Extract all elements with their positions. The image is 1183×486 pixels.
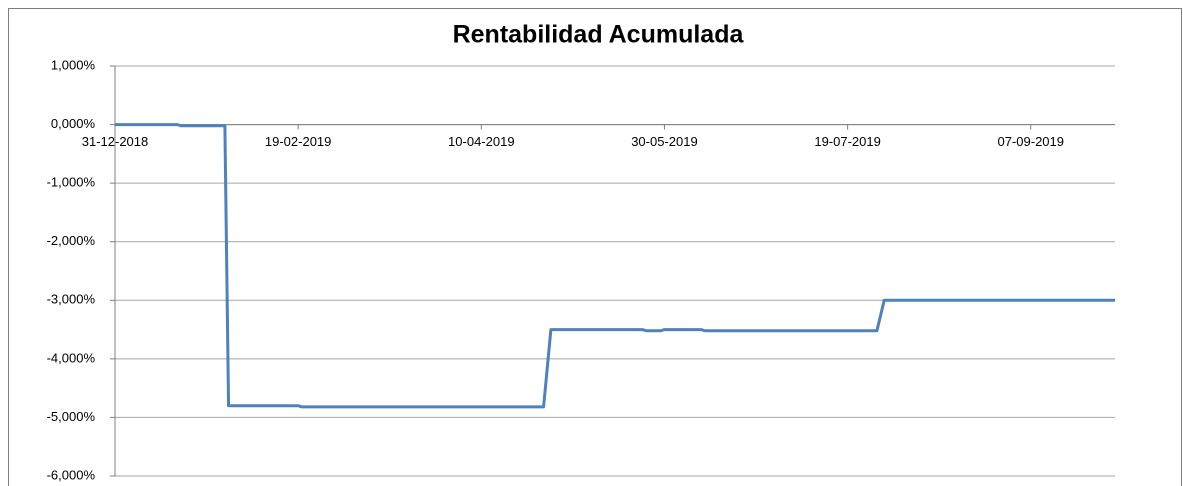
y-tick-label: -1,000% xyxy=(47,175,96,190)
chart-frame xyxy=(8,8,1182,486)
x-tick-label: 19-02-2019 xyxy=(265,134,332,149)
y-tick-label: -6,000% xyxy=(47,467,96,482)
x-tick-label: 10-04-2019 xyxy=(448,134,515,149)
x-tick-label: 19-07-2019 xyxy=(814,134,881,149)
x-tick-label: 31-12-2018 xyxy=(82,134,149,149)
y-tick-label: 1,000% xyxy=(51,57,96,72)
y-tick-label: -5,000% xyxy=(47,409,96,424)
y-tick-label: 0,000% xyxy=(51,116,96,131)
y-tick-label: -2,000% xyxy=(47,233,96,248)
x-tick-label: 07-09-2019 xyxy=(998,134,1065,149)
data-line xyxy=(115,123,1115,409)
chart-title: Rentabilidad Acumulada xyxy=(453,21,745,49)
y-tick-label: -3,000% xyxy=(47,292,96,307)
x-tick-label: 30-05-2019 xyxy=(631,134,698,149)
y-tick-label: -4,000% xyxy=(47,350,96,365)
